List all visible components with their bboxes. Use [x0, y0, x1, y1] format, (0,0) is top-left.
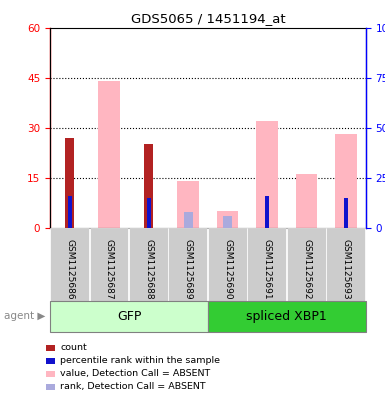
Text: GSM1125689: GSM1125689 — [184, 239, 192, 299]
Text: GSM1125688: GSM1125688 — [144, 239, 153, 299]
Text: count: count — [60, 343, 87, 353]
Bar — [99, 81, 120, 228]
Text: percentile rank within the sample: percentile rank within the sample — [60, 356, 221, 365]
Text: GSM1125691: GSM1125691 — [263, 239, 271, 299]
Title: GDS5065 / 1451194_at: GDS5065 / 1451194_at — [131, 12, 285, 25]
Bar — [177, 181, 199, 228]
Bar — [147, 198, 151, 228]
Text: rank, Detection Call = ABSENT: rank, Detection Call = ABSENT — [60, 382, 206, 391]
Text: GFP: GFP — [117, 310, 141, 323]
Bar — [184, 212, 192, 228]
Text: GSM1125693: GSM1125693 — [341, 239, 350, 299]
Text: GSM1125692: GSM1125692 — [302, 239, 311, 299]
Text: GSM1125690: GSM1125690 — [223, 239, 232, 299]
Text: value, Detection Call = ABSENT: value, Detection Call = ABSENT — [60, 369, 211, 378]
Bar — [344, 198, 348, 228]
Text: GSM1125687: GSM1125687 — [105, 239, 114, 299]
Text: spliced XBP1: spliced XBP1 — [246, 310, 327, 323]
Bar — [65, 138, 74, 228]
Bar — [265, 196, 269, 228]
Bar — [296, 174, 317, 228]
Text: GSM1125686: GSM1125686 — [65, 239, 74, 299]
Bar — [256, 121, 278, 228]
Bar — [335, 134, 357, 228]
Bar — [144, 144, 153, 228]
Bar — [68, 196, 72, 228]
Text: agent ▶: agent ▶ — [4, 311, 45, 321]
Bar — [217, 211, 238, 228]
Bar — [223, 216, 232, 228]
